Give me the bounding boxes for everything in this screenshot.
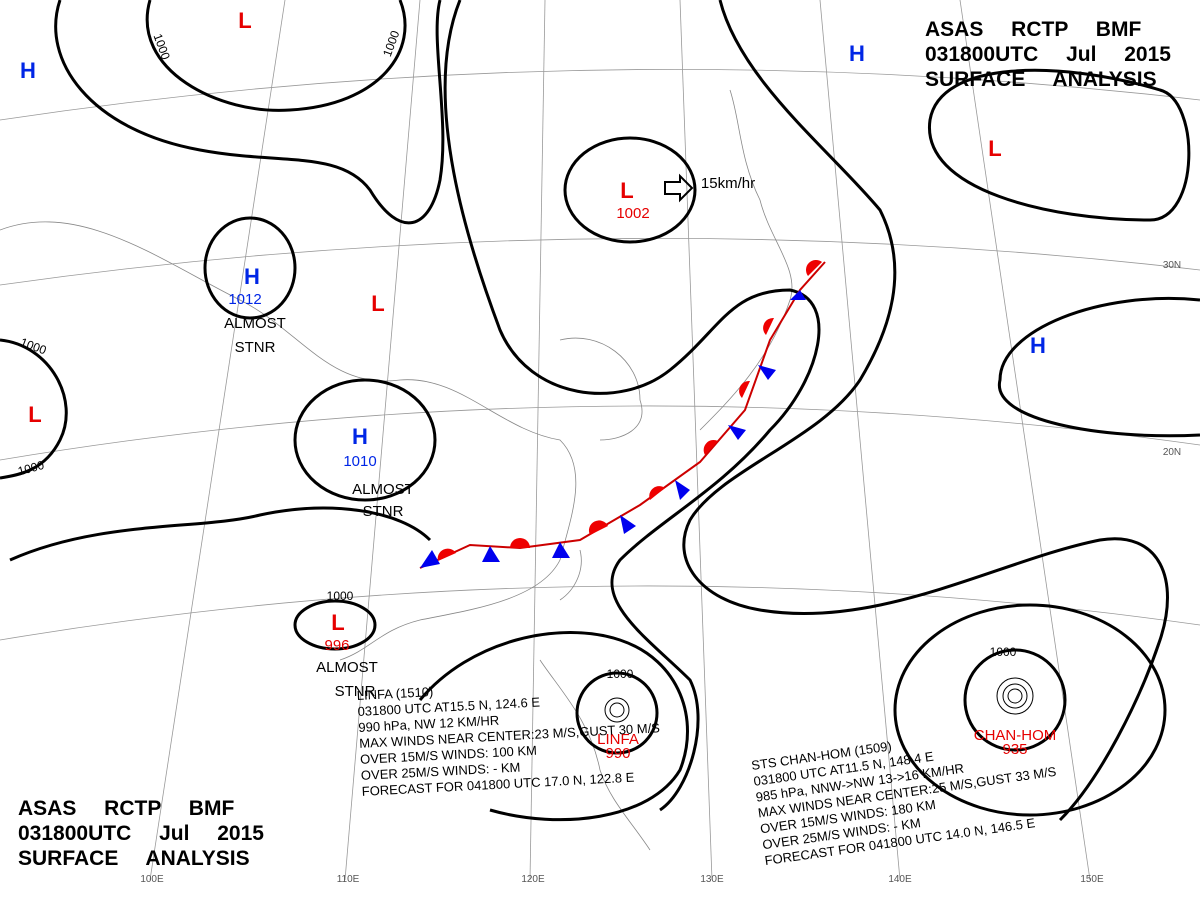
header-line: 031800UTC Jul 2015 [925, 43, 1171, 66]
central-pressure: 996 [324, 637, 349, 654]
storm-pressure: 990 [605, 745, 630, 762]
pressure-center-symbol: L [371, 291, 384, 316]
isobars [0, 0, 1200, 822]
pressure-center-symbol: H [352, 424, 368, 449]
pressure-center-symbol: H [20, 58, 36, 83]
storm-pressure: 935 [1002, 741, 1027, 758]
pressure-center-symbol: H [244, 264, 260, 289]
storm-info: 990 hPa, NW 12 KM/HR [358, 713, 499, 735]
storm-name: LINFA [597, 731, 639, 748]
footer-line: ASAS RCTP BMF [18, 797, 234, 820]
coastlines [0, 89, 793, 851]
system-note: ALMOST [316, 659, 378, 676]
header-line: ASAS RCTP BMF [925, 18, 1141, 41]
graticule-label: 150E [1080, 874, 1104, 885]
system-note: ALMOST [352, 481, 414, 498]
system-note: 15km/hr [701, 175, 755, 192]
isobar-label: 1000 [16, 458, 46, 479]
isobar-label: 1000 [990, 645, 1017, 659]
central-pressure: 1010 [343, 453, 376, 470]
central-pressure: 1002 [616, 205, 649, 222]
storm-info: LINFA (1510) [356, 684, 433, 703]
pressure-center-symbol: H [1030, 333, 1046, 358]
system-note: STNR [235, 339, 276, 356]
isobar-label: 1000 [327, 589, 354, 603]
pressure-center-symbol: H [849, 41, 865, 66]
graticule-label: 30N [1163, 260, 1181, 271]
graticule-label: 110E [337, 874, 360, 885]
system-note: STNR [363, 503, 404, 520]
pressure-center-symbol: L [620, 178, 633, 203]
graticule-label: 140E [888, 874, 912, 885]
pressure-center-symbol: L [28, 402, 41, 427]
header-line: SURFACE ANALYSIS [925, 68, 1157, 91]
graticule-label: 120E [521, 874, 545, 885]
graticule-label: 100E [140, 874, 164, 885]
typhoon-symbols [604, 173, 1034, 723]
pressure-center-symbol: L [988, 136, 1001, 161]
pressure-center-symbol: L [238, 8, 251, 33]
system-note: ALMOST [224, 315, 286, 332]
system-note: STNR [335, 683, 376, 700]
pressure-center-symbol: L [331, 610, 344, 635]
stationary-front [419, 260, 826, 569]
storm-name: CHAN-HOM [974, 727, 1057, 744]
central-pressure: 1012 [228, 291, 261, 308]
footer-line: SURFACE ANALYSIS [18, 847, 250, 870]
graticule-label: 130E [700, 874, 724, 885]
isobar-label: 1000 [607, 667, 634, 681]
footer-line: 031800UTC Jul 2015 [18, 822, 264, 845]
graticule-label: 20N [1163, 447, 1181, 458]
